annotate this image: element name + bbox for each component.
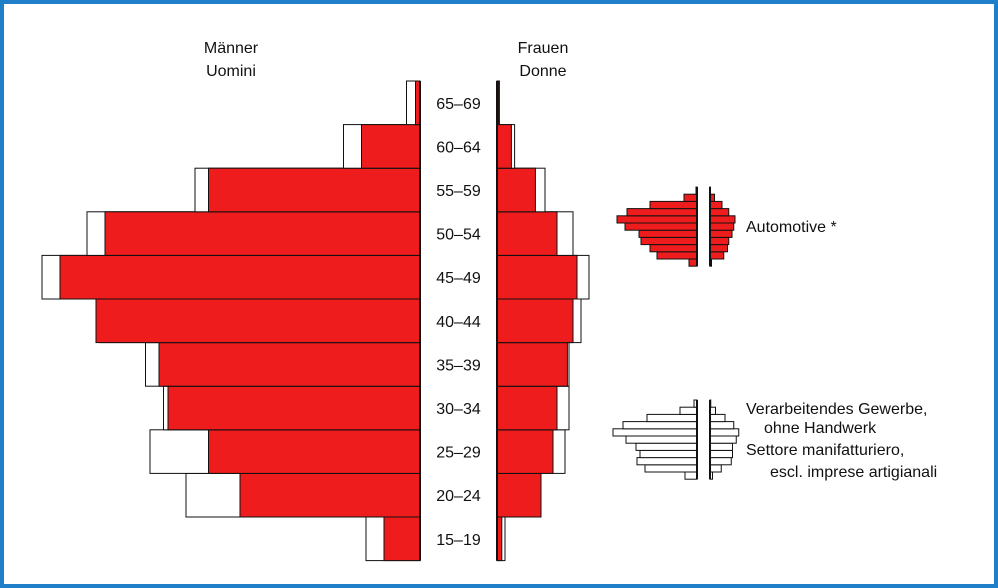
legend-swatch-automotive-bar-men-2 xyxy=(649,244,698,253)
age-label-55-59: 55–59 xyxy=(436,183,481,200)
age-label-65-69: 65–69 xyxy=(436,96,481,113)
legend-swatch-manufacturing-bar-men-7 xyxy=(622,421,698,430)
age-label-30-34: 30–34 xyxy=(436,401,481,418)
legend-label-manufacturing-line3: Settore manifatturiero, xyxy=(746,442,904,459)
header-women-line2: Donne xyxy=(519,63,566,80)
bar-women-automotive-45-49 xyxy=(496,254,578,300)
bar-men-automotive-55-59 xyxy=(208,167,421,213)
age-label-40-44: 40–44 xyxy=(436,314,481,331)
legend-swatch-automotive-bar-men-9 xyxy=(683,193,698,202)
legend-swatch-manufacturing-bar-men-2 xyxy=(636,457,698,466)
legend-swatch-automotive-bar-women-8 xyxy=(709,200,723,210)
legend-swatch-automotive-bar-men-3 xyxy=(640,236,698,246)
bar-women-automotive-30-34 xyxy=(496,385,558,431)
age-labels: 15–19 20–24 25–29 30–34 35–39 40–44 45–49 50–54… xyxy=(436,96,481,549)
bar-men-automotive-40-44 xyxy=(95,298,421,344)
bar-women-automotive-50-54 xyxy=(496,211,558,256)
header-men-line2: Uomini xyxy=(206,63,256,80)
legend-swatch-manufacturing-bar-women-8 xyxy=(709,413,726,423)
age-label-15-19: 15–19 xyxy=(436,532,481,549)
legend-swatch-manufacturing-bar-men-9 xyxy=(679,406,698,415)
bar-women-automotive-20-24 xyxy=(496,472,542,518)
legend-swatch-manufacturing-bar-women-4 xyxy=(709,442,733,451)
legend-swatch-automotive-bar-women-6 xyxy=(709,215,736,224)
age-label-50-54: 50–54 xyxy=(436,227,481,244)
age-label-35-39: 35–39 xyxy=(436,357,481,374)
bar-men-automotive-50-54 xyxy=(104,211,421,256)
age-label-20-24: 20–24 xyxy=(436,488,481,505)
pyramid-bars xyxy=(41,80,590,562)
legend-label-manufacturing-line2: ohne Handwerk xyxy=(764,420,877,437)
legend-swatch-manufacturing-bar-women-2 xyxy=(709,457,732,466)
bar-men-automotive-20-24 xyxy=(239,472,421,518)
legend-swatch-manufacturing-bar-women-5 xyxy=(709,435,737,444)
legend-swatch-manufacturing-bar-men-4 xyxy=(635,442,698,451)
legend-swatch-manufacturing-bar-men-5 xyxy=(625,435,698,444)
bar-women-automotive-35-39 xyxy=(496,342,568,387)
legend-swatch-manufacturing-bar-women-7 xyxy=(709,421,735,430)
bar-women-automotive-60-64 xyxy=(496,124,512,169)
bar-men-automotive-60-64 xyxy=(361,124,421,169)
bar-men-automotive-15-19 xyxy=(383,516,421,562)
bar-women-automotive-55-59 xyxy=(496,167,536,213)
legend-swatch-automotive-bar-women-2 xyxy=(709,244,728,253)
legend-swatch-automotive-bar-men-4 xyxy=(638,229,698,238)
legend-swatch-manufacturing-bar-men-0 xyxy=(684,471,698,480)
legend-label-manufacturing-line1: Verarbeitendes Gewerbe, xyxy=(746,401,927,418)
legend-swatch-automotive-bar-men-5 xyxy=(624,222,698,231)
legend-swatch-manufacturing-bar-men-1 xyxy=(644,464,698,473)
center-axes xyxy=(419,81,498,561)
header-women-line1: Frauen xyxy=(518,40,569,57)
legend-swatch-automotive-bar-men-7 xyxy=(626,208,698,217)
legend-swatch-automotive-bar-women-7 xyxy=(709,208,730,217)
bar-women-automotive-25-29 xyxy=(496,429,554,474)
legend: Automotive * Verarbeitendes Gewerbe, ohne … xyxy=(612,186,937,481)
bar-men-automotive-35-39 xyxy=(158,342,421,387)
legend-swatch-manufacturing-bar-men-6 xyxy=(612,428,698,437)
legend-swatch-automotive-bar-men-1 xyxy=(656,251,698,260)
legend-swatch-automotive-bar-men-0 xyxy=(688,258,698,267)
bar-men-automotive-30-34 xyxy=(167,385,421,431)
legend-swatch-automotive-bar-men-6 xyxy=(616,215,698,224)
bar-women-automotive-40-44 xyxy=(496,298,574,344)
bar-men-automotive-45-49 xyxy=(59,254,421,300)
bar-men-automotive-25-29 xyxy=(208,429,421,474)
age-label-60-64: 60–64 xyxy=(436,139,481,156)
age-label-25-29: 25–29 xyxy=(436,445,481,462)
legend-swatch-automotive-bar-women-4 xyxy=(709,229,733,238)
legend-swatch-automotive xyxy=(616,186,736,267)
legend-swatch-manufacturing-bar-women-3 xyxy=(709,449,733,459)
legend-swatch-manufacturing-bar-women-1 xyxy=(709,464,722,473)
legend-swatch-manufacturing-bar-men-8 xyxy=(646,413,698,423)
header-men-line1: Männer xyxy=(204,40,259,57)
legend-swatch-manufacturing xyxy=(612,399,740,480)
legend-swatch-automotive-bar-women-3 xyxy=(709,236,730,246)
age-label-45-49: 45–49 xyxy=(436,270,481,287)
legend-swatch-manufacturing-bar-men-3 xyxy=(639,449,698,459)
legend-swatch-automotive-bar-men-8 xyxy=(649,200,698,210)
legend-label-automotive: Automotive * xyxy=(746,219,837,236)
legend-swatch-automotive-bar-women-1 xyxy=(709,251,725,260)
legend-swatch-manufacturing-bar-women-6 xyxy=(709,428,740,437)
legend-swatch-automotive-bar-women-5 xyxy=(709,222,735,231)
legend-label-manufacturing-line4: escl. imprese artigianali xyxy=(770,464,937,481)
